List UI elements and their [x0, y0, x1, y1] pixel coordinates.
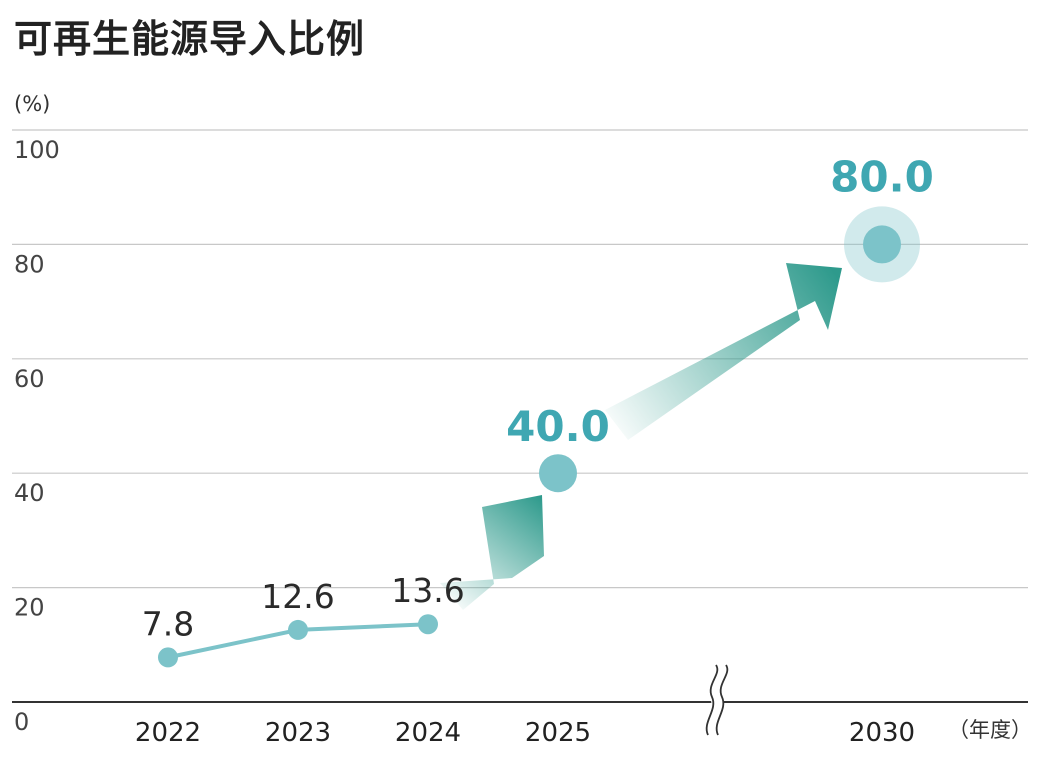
point-2024	[418, 614, 438, 635]
point-2023	[288, 619, 308, 640]
x-tick-2024: 2024	[395, 718, 461, 748]
x-axis-unit: （年度）	[948, 718, 1032, 742]
point-2025	[539, 454, 577, 493]
y-tick-0: 0	[14, 708, 29, 736]
y-axis-unit: (%)	[14, 92, 50, 116]
x-tick-2023: 2023	[265, 718, 331, 748]
point-2022	[158, 647, 178, 668]
value-label-2025: 40.0	[506, 402, 610, 451]
point-2030	[863, 225, 901, 264]
axis-break-mask	[704, 661, 728, 738]
value-label-2023: 12.6	[261, 577, 334, 616]
axis-break-line-1	[705, 664, 719, 736]
y-tick-20: 20	[14, 594, 45, 622]
trend-arrow-2	[605, 263, 842, 440]
y-tick-labels: 0 20 40 60 80 100	[14, 136, 60, 736]
trend-arrow-1	[440, 495, 544, 610]
x-tick-2022: 2022	[135, 718, 201, 748]
value-label-2024: 13.6	[391, 571, 464, 610]
y-tick-60: 60	[14, 365, 45, 393]
axis-break	[704, 661, 729, 738]
x-tick-2030: 2030	[849, 718, 915, 748]
chart-title: 可再生能源导入比例	[14, 17, 366, 61]
trend-arrows	[440, 263, 842, 610]
axis-break-line-2	[715, 664, 729, 736]
y-tick-80: 80	[14, 250, 45, 278]
grid	[12, 129, 1028, 703]
y-tick-40: 40	[14, 479, 45, 507]
data-points	[158, 206, 920, 668]
y-tick-100: 100	[14, 136, 60, 164]
value-label-2022: 7.8	[142, 604, 194, 643]
x-tick-labels: 2022 2023 2024 2025 2030	[135, 718, 915, 748]
value-label-2030: 80.0	[830, 152, 934, 201]
data-labels: 7.8 12.6 13.6 40.0 80.0	[142, 152, 934, 643]
x-tick-2025: 2025	[525, 718, 591, 748]
